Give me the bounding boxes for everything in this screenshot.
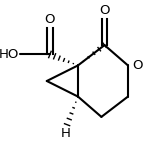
- Text: H: H: [61, 127, 71, 140]
- Text: O: O: [132, 59, 142, 72]
- Text: O: O: [99, 4, 110, 17]
- Text: O: O: [45, 13, 55, 26]
- Text: HO: HO: [0, 48, 19, 61]
